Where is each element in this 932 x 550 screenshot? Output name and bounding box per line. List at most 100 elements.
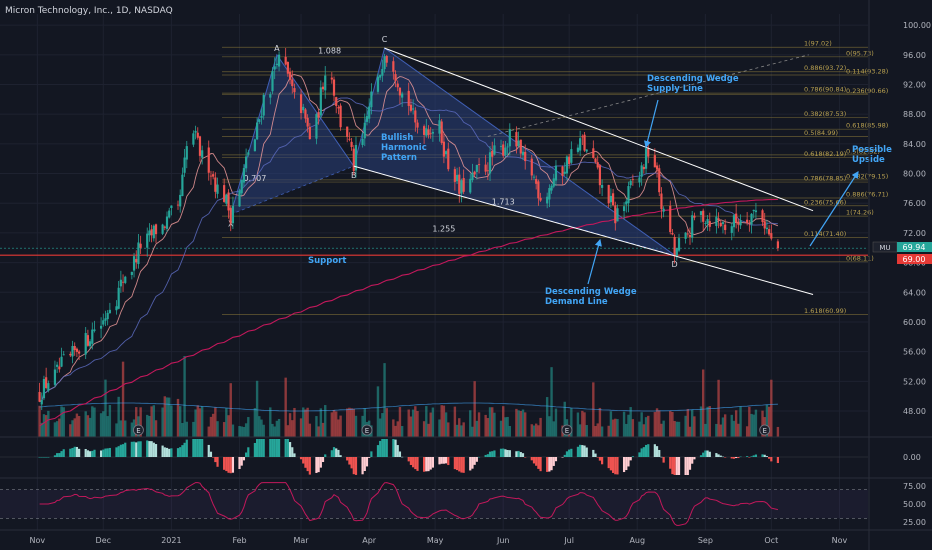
- candle-body[interactable]: [130, 271, 133, 276]
- candle-body[interactable]: [69, 353, 72, 356]
- candle-body[interactable]: [335, 97, 338, 106]
- candle-body[interactable]: [462, 178, 465, 192]
- candle-body[interactable]: [185, 146, 188, 160]
- candle-body[interactable]: [548, 188, 551, 200]
- candle-body[interactable]: [227, 192, 230, 211]
- candle-body[interactable]: [748, 223, 751, 225]
- candle-body[interactable]: [238, 190, 241, 207]
- candle-body[interactable]: [361, 138, 364, 145]
- candle-body[interactable]: [431, 131, 435, 134]
- candle-body[interactable]: [438, 120, 441, 134]
- candle-body[interactable]: [691, 215, 694, 238]
- candle-body[interactable]: [117, 287, 120, 309]
- candle-body[interactable]: [730, 226, 733, 233]
- candle-body[interactable]: [198, 136, 202, 156]
- candle-body[interactable]: [60, 356, 63, 367]
- candle-body[interactable]: [56, 364, 59, 367]
- candle-body[interactable]: [642, 167, 645, 170]
- candle-body[interactable]: [583, 134, 586, 151]
- earnings-marker[interactable]: [561, 424, 573, 436]
- earnings-marker[interactable]: [133, 424, 144, 436]
- candle-body[interactable]: [414, 110, 417, 123]
- candle-body[interactable]: [277, 54, 281, 67]
- candle-body[interactable]: [546, 196, 549, 204]
- candle-body[interactable]: [412, 108, 415, 110]
- candle-body[interactable]: [570, 149, 573, 163]
- candle-body[interactable]: [84, 333, 87, 355]
- candle-body[interactable]: [350, 141, 353, 148]
- candle-body[interactable]: [401, 93, 404, 98]
- candle-body[interactable]: [321, 86, 325, 90]
- candle-body[interactable]: [763, 221, 766, 229]
- candle-body[interactable]: [721, 222, 725, 224]
- candle-body[interactable]: [385, 56, 388, 63]
- candle-body[interactable]: [616, 208, 619, 222]
- candle-body[interactable]: [761, 210, 764, 222]
- candle-body[interactable]: [568, 156, 571, 165]
- candle-body[interactable]: [594, 158, 597, 163]
- candle-body[interactable]: [315, 114, 318, 139]
- candle-body[interactable]: [732, 215, 736, 228]
- candle-body[interactable]: [631, 179, 634, 181]
- candle-body[interactable]: [86, 335, 89, 346]
- candle-body[interactable]: [686, 233, 689, 235]
- candle-body[interactable]: [352, 148, 355, 171]
- candle-body[interactable]: [201, 150, 204, 158]
- candle-body[interactable]: [475, 164, 478, 172]
- candle-body[interactable]: [425, 128, 428, 136]
- candle-body[interactable]: [598, 165, 602, 186]
- candle-body[interactable]: [139, 243, 142, 248]
- candle-body[interactable]: [535, 179, 538, 184]
- candle-body[interactable]: [735, 213, 738, 223]
- candle-body[interactable]: [299, 94, 303, 114]
- candle-body[interactable]: [229, 207, 232, 224]
- macd-histogram-pane[interactable]: 0.00: [0, 439, 921, 475]
- candle-body[interactable]: [91, 329, 94, 344]
- candle-body[interactable]: [576, 147, 580, 152]
- candle-body[interactable]: [165, 216, 169, 229]
- candle-body[interactable]: [258, 119, 261, 123]
- candle-body[interactable]: [40, 399, 43, 405]
- candle-body[interactable]: [348, 138, 351, 140]
- candle-body[interactable]: [629, 180, 632, 186]
- candle-body[interactable]: [519, 139, 522, 154]
- candle-body[interactable]: [671, 232, 674, 235]
- candle-body[interactable]: [768, 229, 771, 235]
- candle-body[interactable]: [324, 75, 327, 91]
- candle-body[interactable]: [119, 279, 122, 287]
- candle-body[interactable]: [484, 164, 487, 172]
- candle-body[interactable]: [455, 174, 459, 182]
- candle-body[interactable]: [108, 309, 111, 314]
- candle-body[interactable]: [719, 222, 722, 227]
- candle-body[interactable]: [339, 105, 342, 128]
- candle-body[interactable]: [677, 238, 681, 251]
- candle-body[interactable]: [622, 206, 626, 212]
- candle-body[interactable]: [409, 104, 413, 111]
- candle-body[interactable]: [181, 174, 184, 197]
- candle-body[interactable]: [644, 148, 648, 169]
- candle-body[interactable]: [288, 71, 292, 80]
- candle-body[interactable]: [423, 126, 426, 135]
- candle-body[interactable]: [62, 354, 65, 356]
- candle-body[interactable]: [102, 320, 105, 325]
- candle-body[interactable]: [550, 185, 553, 191]
- candle-body[interactable]: [225, 194, 228, 204]
- candle-body[interactable]: [662, 208, 665, 212]
- candle-body[interactable]: [717, 218, 720, 221]
- candle-body[interactable]: [379, 75, 382, 78]
- candle-body[interactable]: [163, 226, 166, 228]
- candle-body[interactable]: [427, 129, 430, 136]
- candle-body[interactable]: [581, 136, 584, 138]
- candle-body[interactable]: [152, 225, 155, 239]
- candle-body[interactable]: [491, 150, 494, 157]
- candle-body[interactable]: [561, 166, 564, 176]
- candle-body[interactable]: [440, 121, 443, 143]
- candle-body[interactable]: [563, 171, 566, 174]
- candle-body[interactable]: [675, 247, 678, 256]
- candle-body[interactable]: [332, 79, 336, 96]
- candle-body[interactable]: [447, 148, 450, 170]
- candle-body[interactable]: [499, 146, 503, 148]
- candle-body[interactable]: [212, 174, 215, 177]
- candle-body[interactable]: [609, 195, 612, 203]
- candle-body[interactable]: [640, 165, 643, 177]
